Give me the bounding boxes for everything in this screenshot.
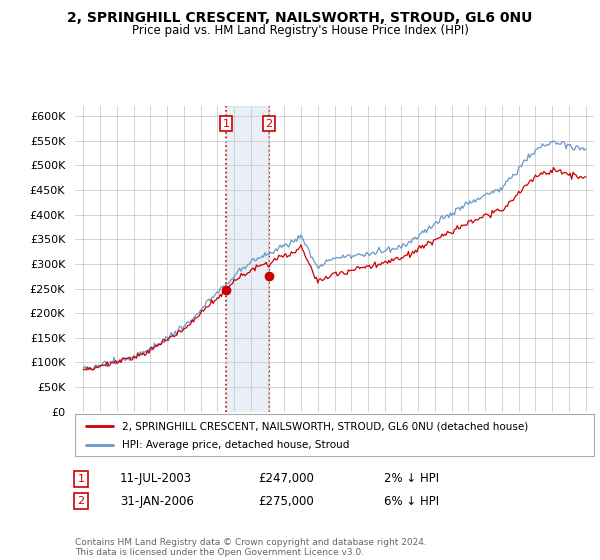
Text: £247,000: £247,000 [258,472,314,486]
Text: 11-JUL-2003: 11-JUL-2003 [120,472,192,486]
Text: 31-JAN-2006: 31-JAN-2006 [120,494,194,508]
Text: 2% ↓ HPI: 2% ↓ HPI [384,472,439,486]
Text: Price paid vs. HM Land Registry's House Price Index (HPI): Price paid vs. HM Land Registry's House … [131,24,469,36]
Text: 2: 2 [77,496,85,506]
Bar [226,106,269,412]
Text: 1: 1 [223,119,230,129]
Text: 6% ↓ HPI: 6% ↓ HPI [384,494,439,508]
Text: 2: 2 [265,119,272,129]
Text: £275,000: £275,000 [258,494,314,508]
Text: 1: 1 [77,474,85,484]
Text: HPI: Average price, detached house, Stroud: HPI: Average price, detached house, Stro… [122,440,349,450]
Text: Contains HM Land Registry data © Crown copyright and database right 2024.
This d: Contains HM Land Registry data © Crown c… [75,538,427,557]
Text: 2, SPRINGHILL CRESCENT, NAILSWORTH, STROUD, GL6 0NU (detached house): 2, SPRINGHILL CRESCENT, NAILSWORTH, STRO… [122,421,528,431]
Text: 2, SPRINGHILL CRESCENT, NAILSWORTH, STROUD, GL6 0NU: 2, SPRINGHILL CRESCENT, NAILSWORTH, STRO… [67,11,533,25]
